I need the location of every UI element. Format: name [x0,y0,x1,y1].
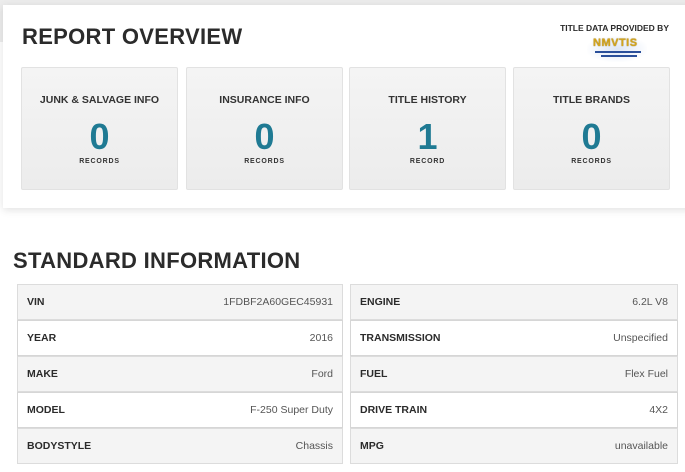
overview-card[interactable]: TITLE HISTORY 1 RECORD [349,67,506,190]
field-value: 1FDBF2A60GEC45931 [223,296,333,308]
card-unit: RECORDS [79,158,120,165]
overview-card[interactable]: TITLE BRANDS 0 RECORDS [513,67,670,190]
field-value: Unspecified [613,332,668,344]
table-row: TRANSMISSION Unspecified [350,320,678,356]
field-value: unavailable [614,440,668,452]
field-value: 2016 [309,332,333,344]
table-row: MODEL F-250 Super Duty [17,392,343,428]
field-value: F-250 Super Duty [250,404,333,416]
card-count: 0 [581,116,602,157]
standard-info-table-left: VIN 1FDBF2A60GEC45931 YEAR 2016 MAKE Ford MODE… [17,284,343,464]
field-value: Chassis [295,440,333,452]
field-value: Flex Fuel [624,368,668,380]
table-row: MAKE Ford [17,356,343,392]
field-label: MODEL [27,404,65,416]
table-row: BODYSTYLE Chassis [17,428,343,464]
provider-label: TITLE DATA PROVIDED BY [560,23,669,33]
table-row: YEAR 2016 [17,320,343,356]
card-label: JUNK & SALVAGE INFO [39,94,160,106]
report-overview-panel: REPORT OVERVIEW TITLE DATA PROVIDED BY N… [3,5,685,208]
field-label: TRANSMISSION [360,332,441,344]
card-unit: RECORD [409,158,446,165]
field-label: BODYSTYLE [27,440,92,452]
card-unit: RECORDS [571,158,612,165]
card-count: 0 [254,116,275,157]
field-label: FUEL [360,368,388,380]
field-label: MAKE [27,368,58,380]
field-value: 6.2L V8 [632,296,668,308]
section-title: STANDARD INFORMATION [13,248,301,273]
card-count: 0 [89,116,110,157]
table-row: FUEL Flex Fuel [350,356,678,392]
field-label: YEAR [27,332,57,344]
card-unit: RECORDS [244,158,285,165]
field-label: DRIVE TRAIN [360,404,428,416]
field-label: ENGINE [360,296,401,308]
table-row: VIN 1FDBF2A60GEC45931 [17,284,343,320]
table-row: DRIVE TRAIN 4X2 [350,392,678,428]
field-label: MPG [360,440,384,452]
page-title: REPORT OVERVIEW [22,24,243,49]
card-label: TITLE HISTORY [388,94,467,106]
logo-text: NMVTIS [593,37,638,49]
card-count: 1 [417,116,438,157]
table-row: ENGINE 6.2L V8 [350,284,678,320]
field-value: Ford [311,368,333,380]
standard-info-table-right: ENGINE 6.2L V8 TRANSMISSION Unspecified FUEL… [350,284,678,464]
field-label: VIN [27,296,45,308]
card-label: TITLE BRANDS [553,94,630,106]
nmvtis-logo: NMVTIS [587,36,647,62]
overview-card[interactable]: INSURANCE INFO 0 RECORDS [186,67,343,190]
title-data-provider: TITLE DATA PROVIDED BY NMVTIS [545,23,669,67]
overview-card[interactable]: JUNK & SALVAGE INFO 0 RECORDS [21,67,178,190]
card-label: INSURANCE INFO [219,94,310,106]
field-value: 4X2 [649,404,668,416]
table-row: MPG unavailable [350,428,678,464]
